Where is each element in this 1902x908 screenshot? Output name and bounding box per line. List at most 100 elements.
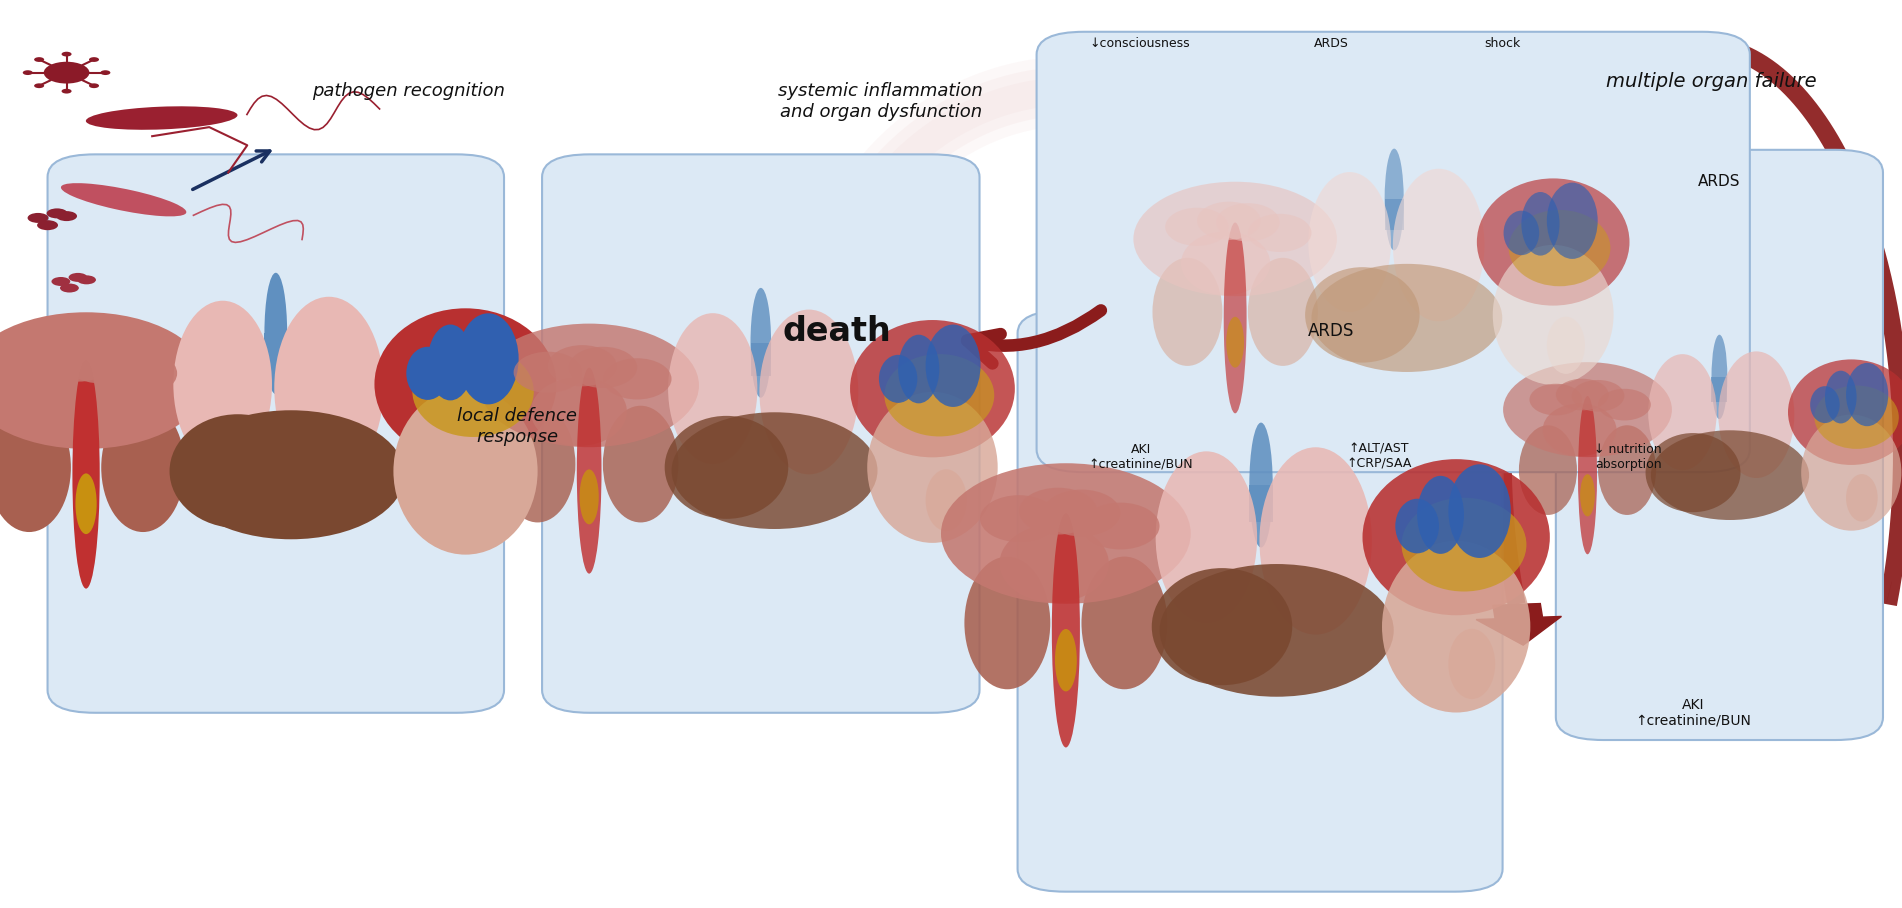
- Ellipse shape: [1362, 459, 1550, 616]
- Ellipse shape: [926, 469, 966, 531]
- Text: systemic inflammation
and organ dysfunction: systemic inflammation and organ dysfunct…: [778, 83, 983, 121]
- Ellipse shape: [479, 323, 700, 448]
- Circle shape: [51, 277, 70, 286]
- Ellipse shape: [1447, 628, 1495, 699]
- Ellipse shape: [264, 272, 287, 394]
- Ellipse shape: [1811, 386, 1839, 423]
- Ellipse shape: [1651, 430, 1809, 520]
- Ellipse shape: [1153, 258, 1223, 366]
- Circle shape: [38, 220, 57, 230]
- Text: ↓ nutrition
absorption: ↓ nutrition absorption: [1594, 443, 1662, 470]
- FancyBboxPatch shape: [1556, 150, 1883, 740]
- Ellipse shape: [1847, 363, 1889, 426]
- Text: death: death: [782, 315, 892, 348]
- Ellipse shape: [1712, 335, 1727, 419]
- Ellipse shape: [458, 473, 504, 541]
- Circle shape: [34, 84, 44, 88]
- Ellipse shape: [428, 324, 474, 400]
- FancyBboxPatch shape: [1037, 32, 1750, 472]
- Ellipse shape: [101, 403, 184, 532]
- Circle shape: [34, 57, 44, 62]
- Ellipse shape: [1649, 354, 1718, 470]
- Text: ARDS: ARDS: [1698, 174, 1740, 189]
- Ellipse shape: [407, 347, 449, 400]
- Ellipse shape: [1504, 211, 1539, 255]
- Circle shape: [61, 52, 72, 56]
- Text: ARDS: ARDS: [1314, 37, 1349, 50]
- Ellipse shape: [1215, 203, 1280, 242]
- Ellipse shape: [1309, 172, 1390, 312]
- Ellipse shape: [1522, 192, 1560, 255]
- Circle shape: [89, 57, 99, 62]
- Ellipse shape: [580, 469, 599, 524]
- Text: AKI
↑creatinine/BUN: AKI ↑creatinine/BUN: [1636, 697, 1750, 728]
- Ellipse shape: [884, 354, 995, 437]
- Text: ↑ALT/AST
↑CRP/SAA: ↑ALT/AST ↑CRP/SAA: [1347, 443, 1411, 470]
- Text: local defence
response: local defence response: [456, 408, 578, 446]
- Ellipse shape: [1718, 351, 1794, 478]
- Ellipse shape: [1598, 389, 1651, 420]
- Ellipse shape: [1447, 464, 1510, 558]
- Ellipse shape: [1581, 474, 1596, 517]
- Bar: [1385, 200, 1404, 230]
- Ellipse shape: [63, 338, 139, 383]
- Ellipse shape: [850, 320, 1016, 458]
- Ellipse shape: [1645, 433, 1740, 512]
- Circle shape: [23, 70, 32, 75]
- Text: AKI
↑creatinine/BUN: AKI ↑creatinine/BUN: [1088, 443, 1194, 470]
- Circle shape: [89, 84, 99, 88]
- Ellipse shape: [1543, 403, 1617, 456]
- Bar: [1712, 377, 1727, 402]
- Ellipse shape: [1546, 183, 1598, 259]
- Ellipse shape: [1503, 362, 1672, 457]
- Ellipse shape: [1248, 258, 1318, 366]
- Ellipse shape: [964, 557, 1050, 689]
- Ellipse shape: [576, 368, 601, 574]
- Ellipse shape: [1134, 182, 1337, 296]
- Ellipse shape: [1056, 629, 1077, 691]
- Circle shape: [78, 275, 95, 284]
- Circle shape: [68, 273, 87, 281]
- Ellipse shape: [1402, 498, 1527, 591]
- Ellipse shape: [177, 410, 405, 539]
- Circle shape: [27, 212, 49, 222]
- Ellipse shape: [1392, 169, 1484, 321]
- Ellipse shape: [1000, 524, 1109, 602]
- Ellipse shape: [76, 473, 97, 534]
- FancyBboxPatch shape: [48, 154, 504, 713]
- Bar: [751, 343, 770, 376]
- FancyBboxPatch shape: [1018, 311, 1503, 892]
- Bar: [1250, 485, 1272, 522]
- Ellipse shape: [531, 378, 628, 446]
- Ellipse shape: [867, 392, 999, 543]
- Ellipse shape: [1223, 222, 1246, 413]
- Ellipse shape: [1571, 380, 1624, 411]
- Ellipse shape: [1556, 379, 1609, 410]
- Ellipse shape: [1385, 149, 1404, 251]
- Ellipse shape: [21, 371, 127, 448]
- Ellipse shape: [101, 350, 177, 396]
- Ellipse shape: [1196, 202, 1261, 240]
- Ellipse shape: [514, 351, 582, 393]
- Ellipse shape: [394, 388, 538, 555]
- Ellipse shape: [1305, 267, 1419, 362]
- Ellipse shape: [61, 183, 186, 216]
- Ellipse shape: [1181, 232, 1271, 295]
- Ellipse shape: [72, 361, 99, 588]
- Circle shape: [101, 70, 110, 75]
- Ellipse shape: [1153, 568, 1291, 686]
- Ellipse shape: [926, 324, 981, 407]
- Ellipse shape: [664, 416, 787, 518]
- Ellipse shape: [413, 346, 534, 437]
- Ellipse shape: [1312, 264, 1503, 372]
- Circle shape: [46, 208, 68, 218]
- Ellipse shape: [1019, 488, 1097, 535]
- Ellipse shape: [941, 463, 1191, 604]
- Ellipse shape: [1396, 498, 1440, 553]
- Ellipse shape: [879, 355, 917, 403]
- Text: ARDS: ARDS: [1309, 322, 1354, 340]
- Ellipse shape: [1579, 396, 1598, 554]
- Bar: [264, 333, 287, 370]
- Ellipse shape: [500, 406, 576, 522]
- Ellipse shape: [1598, 425, 1657, 515]
